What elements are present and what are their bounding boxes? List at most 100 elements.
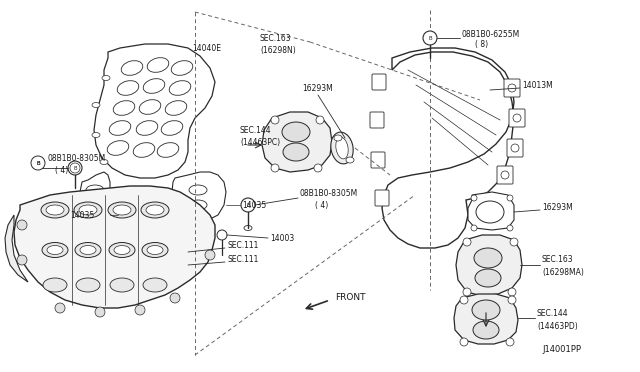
FancyBboxPatch shape	[497, 166, 513, 184]
Ellipse shape	[92, 132, 100, 138]
Text: B: B	[73, 166, 77, 170]
Polygon shape	[262, 112, 332, 172]
Polygon shape	[80, 172, 110, 225]
Circle shape	[17, 220, 27, 230]
Ellipse shape	[161, 121, 183, 135]
Text: 08B1B0-8305M: 08B1B0-8305M	[47, 154, 105, 163]
Text: ( 8): ( 8)	[475, 39, 488, 48]
Ellipse shape	[79, 205, 97, 215]
Text: SEC.144: SEC.144	[537, 310, 568, 318]
Circle shape	[31, 156, 45, 170]
Ellipse shape	[331, 132, 353, 164]
Ellipse shape	[189, 200, 207, 210]
Polygon shape	[14, 186, 215, 308]
Circle shape	[471, 195, 477, 201]
Ellipse shape	[136, 121, 158, 135]
Ellipse shape	[140, 100, 161, 114]
Text: 08B1B0-8305M: 08B1B0-8305M	[300, 189, 358, 198]
Circle shape	[314, 164, 322, 172]
Ellipse shape	[475, 269, 501, 287]
Ellipse shape	[47, 246, 63, 254]
Text: 14040E: 14040E	[192, 44, 221, 52]
Text: (14463PD): (14463PD)	[537, 321, 578, 330]
FancyBboxPatch shape	[375, 190, 389, 206]
Ellipse shape	[86, 185, 104, 195]
Text: B: B	[36, 160, 40, 166]
Circle shape	[508, 288, 516, 296]
Ellipse shape	[41, 202, 69, 218]
Text: B: B	[428, 35, 432, 41]
Ellipse shape	[189, 213, 207, 223]
Text: (16298N): (16298N)	[260, 45, 296, 55]
Ellipse shape	[476, 201, 504, 223]
FancyBboxPatch shape	[370, 112, 384, 128]
Circle shape	[70, 163, 80, 173]
Ellipse shape	[86, 213, 104, 223]
Ellipse shape	[46, 205, 64, 215]
Ellipse shape	[147, 58, 169, 72]
Ellipse shape	[76, 278, 100, 292]
Ellipse shape	[117, 81, 139, 95]
Ellipse shape	[282, 122, 310, 142]
Polygon shape	[468, 192, 514, 230]
Ellipse shape	[92, 103, 100, 108]
Circle shape	[463, 288, 471, 296]
Ellipse shape	[334, 135, 342, 141]
Ellipse shape	[141, 202, 169, 218]
Ellipse shape	[108, 202, 136, 218]
Text: 14035: 14035	[70, 211, 94, 219]
Ellipse shape	[165, 101, 187, 115]
Circle shape	[205, 250, 215, 260]
Ellipse shape	[74, 202, 102, 218]
Circle shape	[95, 307, 105, 317]
Text: ( 4): ( 4)	[55, 166, 68, 174]
Ellipse shape	[143, 78, 164, 93]
Ellipse shape	[108, 141, 129, 155]
Ellipse shape	[110, 278, 134, 292]
Ellipse shape	[113, 101, 135, 115]
Ellipse shape	[143, 278, 167, 292]
Ellipse shape	[336, 137, 348, 159]
FancyBboxPatch shape	[504, 79, 520, 97]
Circle shape	[510, 238, 518, 246]
Circle shape	[460, 338, 468, 346]
Text: 14013M: 14013M	[522, 80, 553, 90]
Text: SEC.111: SEC.111	[227, 256, 259, 264]
Ellipse shape	[189, 185, 207, 195]
Polygon shape	[5, 215, 28, 282]
Circle shape	[460, 296, 468, 304]
Ellipse shape	[472, 300, 500, 320]
Circle shape	[471, 225, 477, 231]
Circle shape	[217, 230, 227, 240]
Circle shape	[506, 338, 514, 346]
Ellipse shape	[244, 225, 252, 231]
Circle shape	[135, 305, 145, 315]
Circle shape	[170, 293, 180, 303]
Polygon shape	[172, 172, 226, 222]
Ellipse shape	[42, 243, 68, 257]
Text: 14035: 14035	[242, 201, 266, 209]
Ellipse shape	[86, 200, 104, 210]
Ellipse shape	[100, 160, 108, 164]
FancyBboxPatch shape	[372, 74, 386, 90]
Ellipse shape	[172, 61, 193, 76]
Circle shape	[508, 296, 516, 304]
Polygon shape	[456, 235, 522, 296]
Circle shape	[507, 195, 513, 201]
Text: FRONT: FRONT	[335, 294, 365, 302]
Text: SEC.111: SEC.111	[227, 241, 259, 250]
Text: (16298MA): (16298MA)	[542, 267, 584, 276]
Circle shape	[511, 144, 519, 152]
FancyBboxPatch shape	[509, 109, 525, 127]
Text: SEC.144: SEC.144	[240, 125, 271, 135]
Ellipse shape	[346, 157, 354, 163]
Text: B: B	[246, 202, 250, 208]
Ellipse shape	[113, 205, 131, 215]
Circle shape	[507, 225, 513, 231]
Circle shape	[423, 31, 437, 45]
Text: 16293M: 16293M	[542, 202, 573, 212]
Circle shape	[55, 303, 65, 313]
Ellipse shape	[473, 321, 499, 339]
Text: (14463PC): (14463PC)	[240, 138, 280, 147]
Text: SEC.163: SEC.163	[260, 33, 292, 42]
